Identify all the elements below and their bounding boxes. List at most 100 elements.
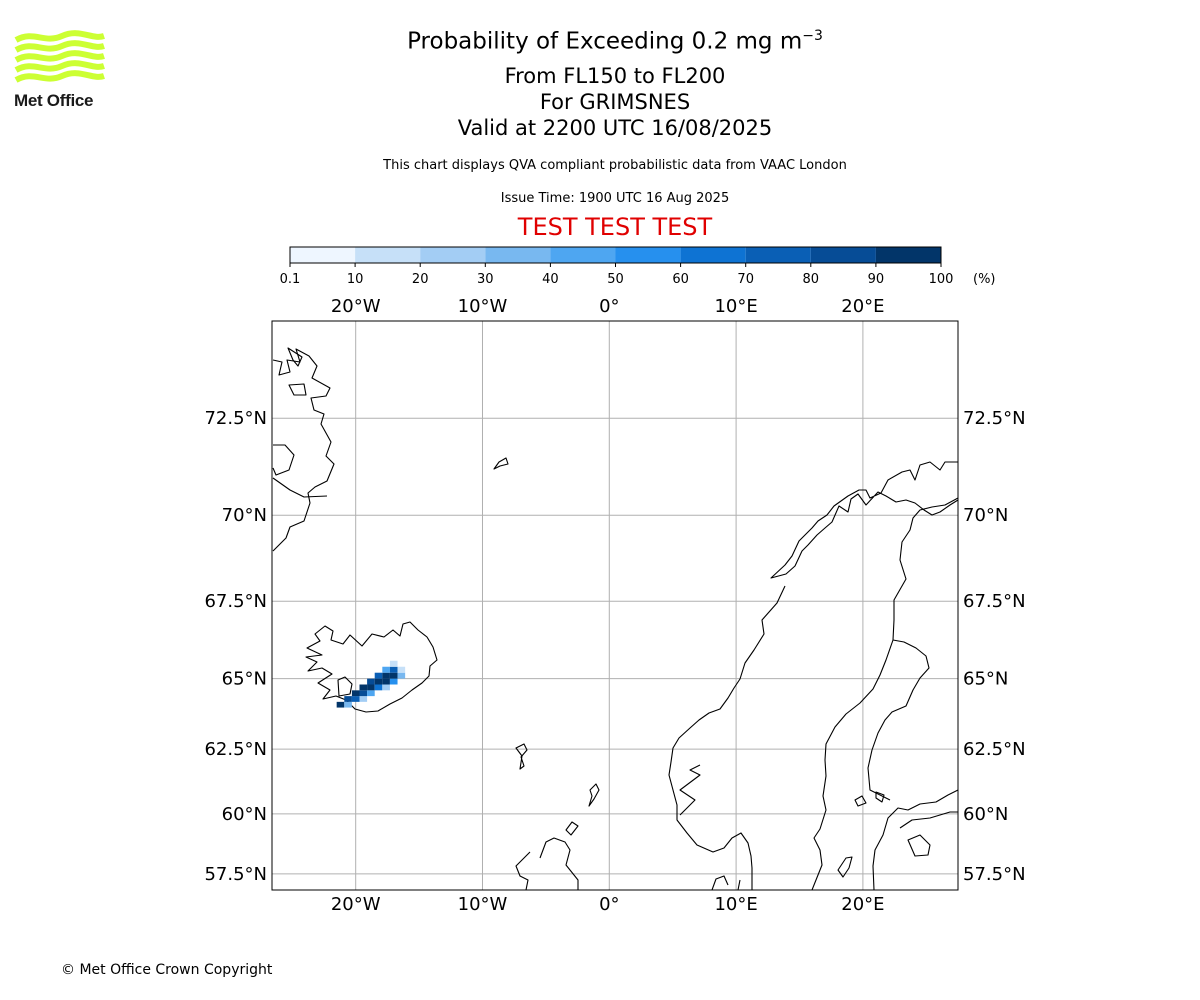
coastline-jan-mayen [493,457,509,470]
ash-probability-cell [351,690,360,697]
logo-wave-stripe [14,60,105,73]
coastline-scandinavia-fjord [679,764,701,816]
coastline-shetland [588,783,600,807]
longitude-label-bottom: 0° [599,894,619,915]
latitude-label-right: 72.5°N [963,408,1026,429]
latitude-label-left: 65°N [222,669,267,690]
colorbar-tick-label: 100 [929,272,954,287]
colorbar-segment [355,247,421,263]
longitude-label-bottom: 10°W [458,894,508,915]
level-range: From FL150 to FL200 [504,64,726,88]
colorbar-segment [550,247,616,263]
coastline-iceland [305,621,438,713]
colorbar-segment [810,247,876,263]
met-office-logo-text: Met Office [14,91,94,110]
colorbar-tick-label: 0.1 [280,272,301,287]
longitude-label-top: 10°W [458,296,508,317]
coastline-finland [872,789,959,891]
latitude-label-left: 60°N [222,804,267,825]
ash-probability-cell [344,696,352,702]
title-superscript: −3 [802,28,823,44]
ash-probability-cell [397,672,406,679]
ash-probability-cell [382,678,390,685]
title-text: Probability of Exceeding 0.2 mg m [407,28,803,55]
issue-time: Issue Time: 1900 UTC 16 Aug 2025 [500,191,730,206]
colorbar-segment [875,247,941,263]
colorbar-segment [420,247,486,263]
colorbar-tick-label: 10 [347,272,364,287]
coastline-greenland-fjord-2 [287,347,303,367]
latitude-label-right: 70°N [963,505,1008,526]
colorbar-segment [680,247,746,263]
colorbar-segment [485,247,551,263]
ash-probability-cell [344,701,352,708]
coastlines [272,347,959,891]
ash-probability-cell [382,666,390,673]
chart-title: Probability of Exceeding 0.2 mg m−3 [30,28,1200,55]
ash-probability-cell [359,684,368,691]
coastline-iceland-reykjanes [337,676,353,697]
longitude-label-bottom: 10°E [714,894,757,915]
coastline-denmark [711,875,741,891]
coastline-scotland [515,837,579,891]
latitude-label-left: 62.5°N [204,739,267,760]
probability-colorbar: 0.1 10 20 30 40 50 60 70 80 90 100 (%) [280,246,996,287]
longitude-label-top: 20°W [331,296,381,317]
colorbar-tick-label: 70 [737,272,754,287]
logo-wave-stripe [14,30,105,43]
ash-probability-cell [374,684,383,691]
ash-probability-cell [382,684,390,691]
latitude-label-right: 67.5°N [963,591,1026,612]
chart-note: This chart displays QVA compliant probab… [383,158,847,173]
ash-probability-cell [374,672,383,679]
ash-probability-field [336,660,406,708]
longitude-label-top: 10°E [714,296,757,317]
coastline-finland-west [867,639,930,801]
colorbar-segment [290,247,356,263]
coastline-saaremaa [907,834,931,857]
map-frame [271,320,959,891]
colorbar-unit-label: (%) [973,272,996,287]
ash-probability-cell [351,696,360,702]
coastline-greenland-fjord-4 [272,477,328,498]
coastline-scandinavia [668,461,959,890]
ash-probability-cell [382,672,390,679]
latitude-label-right: 65°N [963,669,1008,690]
valid-time: Valid at 2200 UTC 16/08/2025 [457,116,773,140]
colorbar-boxes [289,246,942,264]
colorbar-tick-label: 40 [542,272,559,287]
coastline-aland [854,791,885,807]
colorbar-tick-label: 90 [868,272,885,287]
colorbar-segment [615,247,681,263]
ash-probability-cell [389,672,398,679]
ash-probability-cell [374,678,383,685]
test-banner: TEST TEST TEST [517,213,713,241]
coastline-estonia [899,811,958,829]
met-office-logo-waves [14,30,105,83]
latitude-label-left: 70°N [222,505,267,526]
logo-wave-stripe [14,70,105,83]
colorbar-ticks: 0.1 10 20 30 40 50 60 70 80 90 100 [280,263,954,287]
longitude-label-bottom: 20°W [331,894,381,915]
logo-wave-stripe [14,50,105,63]
ash-probability-cell [389,678,398,685]
colorbar-tick-label: 20 [412,272,429,287]
latitude-label-left: 72.5°N [204,408,267,429]
ash-probability-cell [367,678,375,685]
longitude-label-bottom: 20°E [841,894,884,915]
longitude-label-top: 20°E [841,296,884,317]
colorbar-segment [745,247,811,263]
ash-probability-cell [336,701,345,708]
ash-probability-cell [359,690,368,697]
ash-probability-cell [389,666,398,673]
latitude-label-left: 67.5°N [204,591,267,612]
logo-wave-stripe [14,40,105,53]
copyright-notice: © Met Office Crown Copyright [61,962,273,978]
ash-probability-cell [367,690,375,697]
coastline-orkney [565,821,579,836]
latitude-label-right: 62.5°N [963,739,1026,760]
coastline-faroe [515,743,528,770]
coastline-greenland-fjord-1 [272,444,295,476]
ash-probability-cell [389,660,398,667]
colorbar-tick-label: 30 [477,272,494,287]
